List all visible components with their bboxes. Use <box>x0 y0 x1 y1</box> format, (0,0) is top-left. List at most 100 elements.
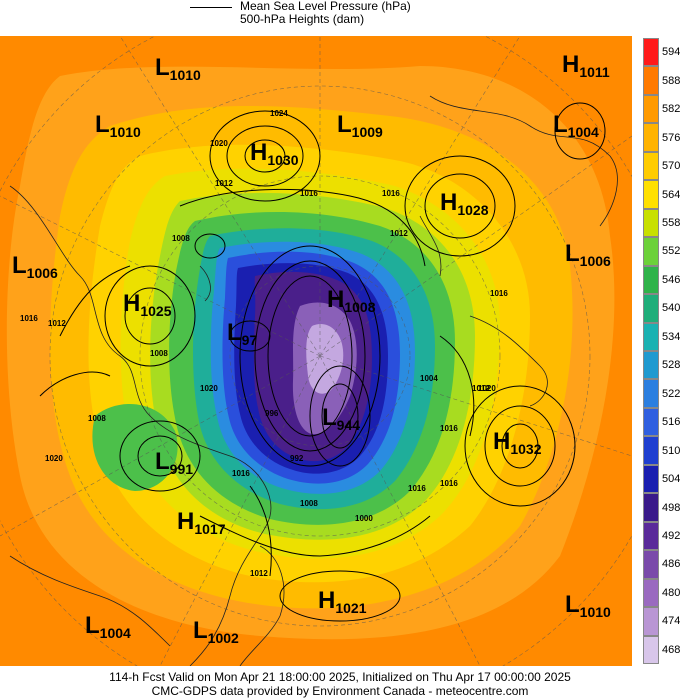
scale-color-cell <box>643 123 659 152</box>
scale-label: 492 <box>662 529 680 542</box>
isobar-label: 992 <box>290 454 304 463</box>
scale-label: 504 <box>662 473 680 486</box>
low-pressure-center: L1002 <box>193 617 239 646</box>
scale-label: 594 <box>662 46 680 59</box>
scale-color-cell <box>643 237 659 266</box>
scale-label: 528 <box>662 359 680 372</box>
isobar-label: 1016 <box>490 289 508 298</box>
low-pressure-center: L1010 <box>155 54 201 83</box>
map-canvas: 1024 1020 1012 1016 1008 1016 1012 1008 … <box>0 36 632 666</box>
scale-label: 588 <box>662 74 680 87</box>
height-band-474 <box>306 324 344 394</box>
height-color-scale <box>643 38 659 664</box>
isobar-label: 1024 <box>270 109 288 118</box>
isobar-legend-line <box>190 7 232 8</box>
forecast-map: 1024 1020 1012 1016 1008 1016 1012 1008 … <box>0 36 632 666</box>
low-pressure-center: L1010 <box>95 111 141 140</box>
isobar-label: 1020 <box>478 384 496 393</box>
isobar-label: 1012 <box>48 319 66 328</box>
low-pressure-center: L1006 <box>12 252 58 281</box>
high-pressure-center: H1030 <box>250 139 299 168</box>
scale-color-cell <box>643 66 659 95</box>
scale-color-cell <box>643 38 659 67</box>
isobar-label: 1016 <box>440 424 458 433</box>
scale-color-cell <box>643 578 659 608</box>
high-pressure-center: H1008 <box>327 286 376 315</box>
isobar-label: 1008 <box>150 349 168 358</box>
isobar-label: 1016 <box>300 189 318 198</box>
graticule <box>0 36 632 666</box>
isobar-label: 1016 <box>440 479 458 488</box>
isobar-label: 1012 <box>250 569 268 578</box>
scale-color-cell <box>643 151 659 181</box>
scale-color-cell <box>643 294 659 323</box>
isobar-label: 1008 <box>88 414 106 423</box>
isobar-label: 1020 <box>210 139 228 148</box>
scale-label: 576 <box>662 131 680 144</box>
scale-label: 570 <box>662 160 680 173</box>
scale-label: 582 <box>662 103 680 116</box>
isobar-label: 1020 <box>45 454 63 463</box>
map-legend: Mean Sea Level Pressure (hPa) 500-hPa He… <box>0 0 680 36</box>
data-credit-caption: CMC-GDPS data provided by Environment Ca… <box>151 684 529 698</box>
isobar-label: 1008 <box>300 499 318 508</box>
scale-color-cell <box>643 550 659 579</box>
isobar-label: 1008 <box>172 234 190 243</box>
high-pressure-center: H1017 <box>177 508 226 537</box>
isobar-labels: 1024 1020 1012 1016 1008 1016 1012 1008 … <box>20 109 508 578</box>
heights-legend-label: 500-hPa Heights (dam) <box>240 12 365 26</box>
scale-label: 558 <box>662 216 680 229</box>
scale-label: 474 <box>662 615 680 628</box>
isobar-label: 1016 <box>408 484 426 493</box>
isobar-label: 1016 <box>382 189 400 198</box>
scale-label: 480 <box>662 586 680 599</box>
mslp-legend-label: Mean Sea Level Pressure (hPa) <box>240 0 411 13</box>
scale-label: 468 <box>662 643 680 656</box>
isobars <box>39 102 606 622</box>
scale-color-cell <box>643 351 659 380</box>
coastlines <box>9 95 618 666</box>
scale-label: 522 <box>662 387 680 400</box>
low-pressure-center: L1009 <box>337 111 383 140</box>
scale-color-cell <box>643 635 659 664</box>
low-pressure-center: L97 <box>227 319 258 348</box>
high-pressure-center: H1025 <box>123 290 172 319</box>
isobar-label: 996 <box>265 409 279 418</box>
isobar-label: 1012 <box>472 384 490 393</box>
scale-color-cell <box>643 208 659 238</box>
isobar-label: 1000 <box>355 514 373 523</box>
high-pressure-center: H1028 <box>440 189 489 218</box>
scale-color-cell <box>643 464 659 494</box>
scale-label: 564 <box>662 188 680 201</box>
isobar-label: 1020 <box>200 384 218 393</box>
isobar-label: 1012 <box>390 229 408 238</box>
scale-label: 552 <box>662 245 680 258</box>
scale-color-cell <box>643 521 659 551</box>
high-pressure-center: H1011 <box>562 51 610 80</box>
isobar-label: 1004 <box>420 374 438 383</box>
scale-label: 540 <box>662 302 680 315</box>
scale-label: 510 <box>662 444 680 457</box>
scale-color-cell <box>643 265 659 295</box>
isobar-label: 1012 <box>215 179 233 188</box>
scale-color-cell <box>643 379 659 408</box>
scale-color-cell <box>643 180 659 209</box>
high-pressure-center: H1021 <box>318 587 367 616</box>
scale-label: 498 <box>662 501 680 514</box>
isobar-label: 1016 <box>20 314 38 323</box>
scale-color-cell <box>643 322 659 351</box>
scale-label: 546 <box>662 273 680 286</box>
low-pressure-center: L944 <box>322 404 361 433</box>
scale-color-cell <box>643 94 659 124</box>
scale-label: 516 <box>662 416 680 429</box>
scale-label: 534 <box>662 330 680 343</box>
scale-label: 486 <box>662 558 680 571</box>
isobar-label: 1016 <box>232 469 250 478</box>
scale-color-cell <box>643 436 659 465</box>
low-pressure-center: L1004 <box>85 612 131 641</box>
low-pressure-center: L1010 <box>565 591 611 620</box>
low-pressure-center: L1004 <box>553 111 599 140</box>
forecast-valid-caption: 114-h Fcst Valid on Mon Apr 21 18:00:00 … <box>109 670 571 684</box>
low-pressure-center: L991 <box>155 448 194 477</box>
scale-color-cell <box>643 607 659 636</box>
